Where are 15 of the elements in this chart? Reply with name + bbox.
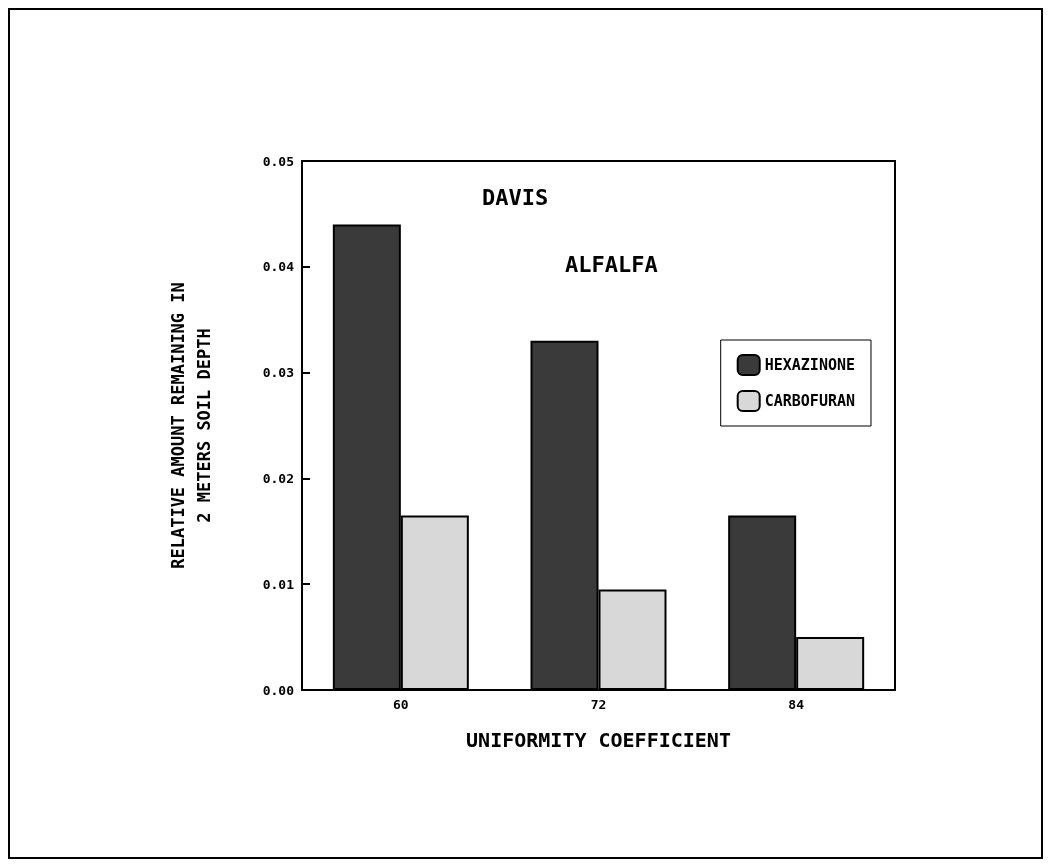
x-tick-label: 84 — [788, 697, 805, 712]
y-tick-label: 0.01 — [262, 576, 295, 592]
x-tick-label: 72 — [590, 697, 607, 712]
y-tick-label: 0.04 — [262, 259, 295, 275]
annotation: ALFALFA — [565, 251, 658, 277]
legend-label: HEXAZINONE — [764, 356, 855, 374]
y-axis-title: RELATIVE AMOUNT REMAINING IN 2 METERS SOIL DEPTH — [168, 282, 214, 569]
y-tick-label: 0.03 — [262, 365, 294, 381]
y-tick-label: 0.05 — [262, 153, 294, 169]
legend-label: CARBOFURAN — [764, 392, 855, 410]
y-tick-label: 0.00 — [262, 682, 295, 698]
annotation: DAVIS — [482, 184, 549, 210]
y-tick-label: 0.02 — [262, 470, 294, 486]
x-tick-label: 60 — [393, 697, 409, 712]
x-axis-title: UNIFORMITY COEFFICIENT — [466, 728, 731, 752]
